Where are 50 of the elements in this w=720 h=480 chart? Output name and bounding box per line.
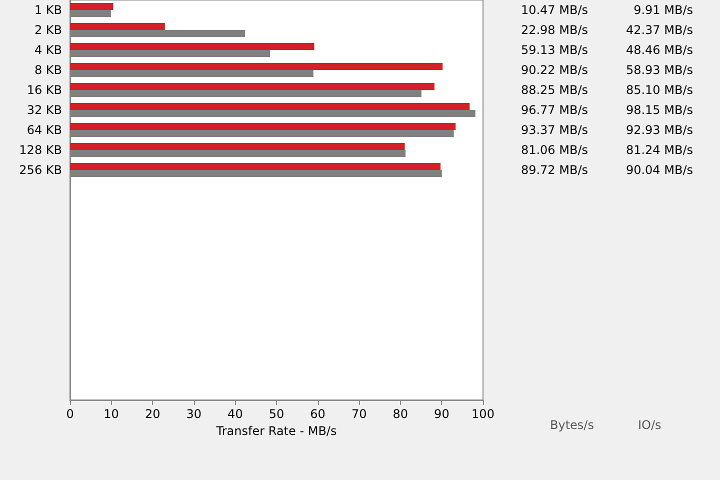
data-label: 59.13 MB/s [520,43,588,57]
x-tick-label: 90 [434,407,450,421]
bar [70,103,470,110]
y-tick-label: 2 KB [34,23,62,37]
y-tick-label: 64 KB [26,123,62,137]
text: Bytes/s [550,418,594,432]
y-tick-label: 1 KB [34,3,62,17]
x-tick-label: 20 [144,407,160,421]
data-label: 92.93 MB/s [626,123,693,137]
x-tick-label: 10 [104,407,119,421]
data-label: 42.37 MB/s [626,23,693,37]
y-tick-label: 16 KB [26,83,62,97]
bar [70,23,165,30]
x-tick-label: 40 [228,407,243,421]
data-label: 96.77 MB/s [520,103,588,117]
x-tick-label: 80 [392,407,408,421]
bar [70,63,443,70]
text: IO/s [638,418,662,432]
y-tick-label: 32 KB [26,103,62,117]
bar [70,43,314,50]
x-tick-label: 0 [66,407,74,421]
data-label: 22.98 MB/s [520,23,588,37]
data-label: 98.15 MB/s [626,103,693,117]
x-tick-label: 60 [310,407,326,421]
x-tick-label: 30 [186,407,202,421]
x-tick-label: 50 [268,407,284,421]
y-tick-label: 8 KB [34,63,62,77]
data-label: 9.91 MB/s [634,3,693,17]
data-label: 90.04 MB/s [626,163,693,177]
x-tick-label: 70 [351,407,367,421]
data-label: 81.06 MB/s [520,143,588,157]
y-tick-label: 4 KB [34,43,62,57]
data-label: 89.72 MB/s [520,163,588,177]
bar [70,83,434,90]
bar [70,3,114,10]
y-tick-label: 128 KB [19,143,62,157]
bar [70,143,405,150]
y-tick-label: 256 KB [19,163,62,177]
data-label: 58.93 MB/s [626,63,693,77]
data-label: 10.47 MB/s [520,3,588,17]
data-label: 81.24 MB/s [626,143,693,157]
x-axis-title: Transfer Rate - MB/s [215,424,337,438]
data-label: 90.22 MB/s [520,63,588,77]
bar [70,163,441,170]
data-label: 85.10 MB/s [626,83,693,97]
data-label: 48.46 MB/s [626,43,693,57]
bar [70,123,456,130]
x-tick-label: 100 [472,407,494,421]
data-label: 93.37 MB/s [520,123,588,137]
data-label: 88.25 MB/s [520,83,588,97]
